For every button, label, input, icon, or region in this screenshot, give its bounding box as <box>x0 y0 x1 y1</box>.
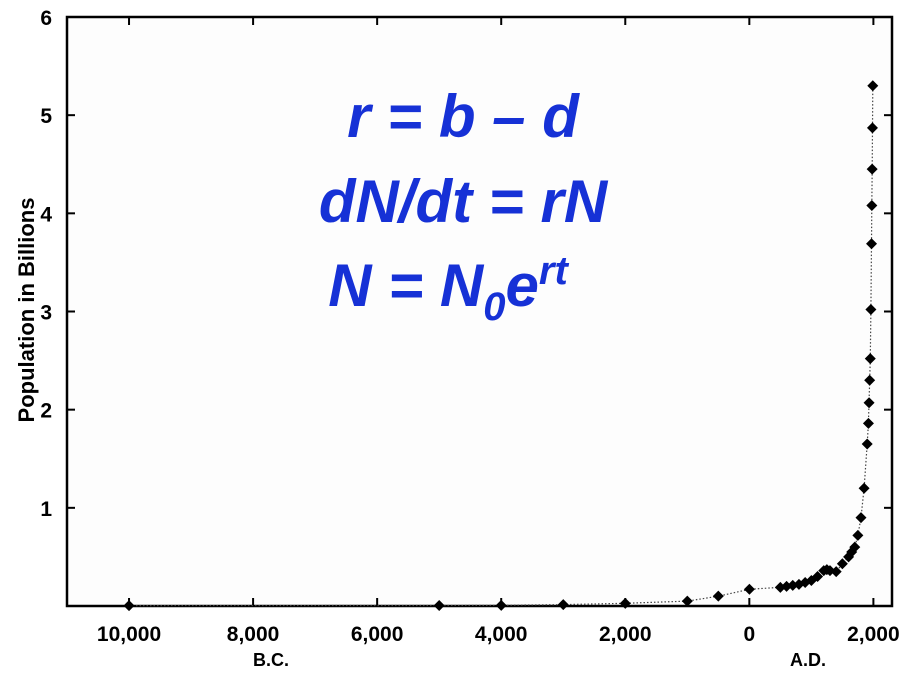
x-tick-label: 8,000 <box>227 623 280 646</box>
data-point <box>866 199 878 211</box>
y-tick-label: 3 <box>40 302 52 325</box>
data-point <box>433 600 445 612</box>
x-tick-label: 2,000 <box>847 623 899 646</box>
x-tick-label: 10,000 <box>97 623 161 646</box>
data-point <box>862 417 874 429</box>
data-point <box>619 597 631 609</box>
x-tick-label: 2,000 <box>599 623 652 646</box>
y-axis-label: Population in Billions <box>14 198 39 423</box>
data-point <box>861 438 873 450</box>
data-points <box>123 80 879 612</box>
data-point <box>849 541 861 553</box>
equation-line-3-e: e <box>506 252 539 319</box>
data-point <box>123 600 135 612</box>
data-point <box>865 304 877 316</box>
x-tick-label: 6,000 <box>351 623 404 646</box>
era-label-bc: B.C. <box>253 650 289 670</box>
data-point <box>855 512 867 524</box>
equation-line-1: r = b – d <box>347 83 580 150</box>
equation-line-3-sub: 0 <box>483 285 505 329</box>
data-point <box>830 566 842 578</box>
equation-line-2: dN/dt = rN <box>319 168 609 235</box>
data-point <box>712 590 724 602</box>
x-tick-label: 0 <box>743 623 755 646</box>
data-point <box>866 163 878 175</box>
equation-line-3-sup: rt <box>539 249 570 293</box>
data-point <box>557 599 569 611</box>
era-label-ad: A.D. <box>790 650 826 670</box>
x-tick-label: 4,000 <box>475 623 528 646</box>
data-point <box>867 80 879 92</box>
equation-line-3-main: N = N <box>328 252 485 319</box>
x-tick-labels: 10,000 8,000 6,000 4,000 2,000 0 2,000 <box>97 623 899 646</box>
plot-frame <box>65 15 894 608</box>
y-tick-label: 6 <box>40 7 52 30</box>
data-point <box>836 558 848 570</box>
data-point <box>495 599 507 611</box>
y-tick-labels: 1 2 3 4 5 6 <box>40 7 52 521</box>
data-point <box>743 583 755 595</box>
data-point <box>864 353 876 365</box>
data-point <box>866 122 878 134</box>
data-point <box>858 482 870 494</box>
data-point <box>864 374 876 386</box>
y-tick-label: 1 <box>40 498 52 521</box>
equation-line-3: N = N0ert <box>328 249 569 329</box>
y-tick-label: 4 <box>40 203 52 226</box>
data-point <box>863 397 875 409</box>
y-tick-label: 5 <box>40 105 52 128</box>
y-tick-label: 2 <box>40 400 52 423</box>
data-point <box>812 571 824 583</box>
data-point <box>852 529 864 541</box>
data-point <box>866 238 878 250</box>
data-point <box>681 595 693 607</box>
